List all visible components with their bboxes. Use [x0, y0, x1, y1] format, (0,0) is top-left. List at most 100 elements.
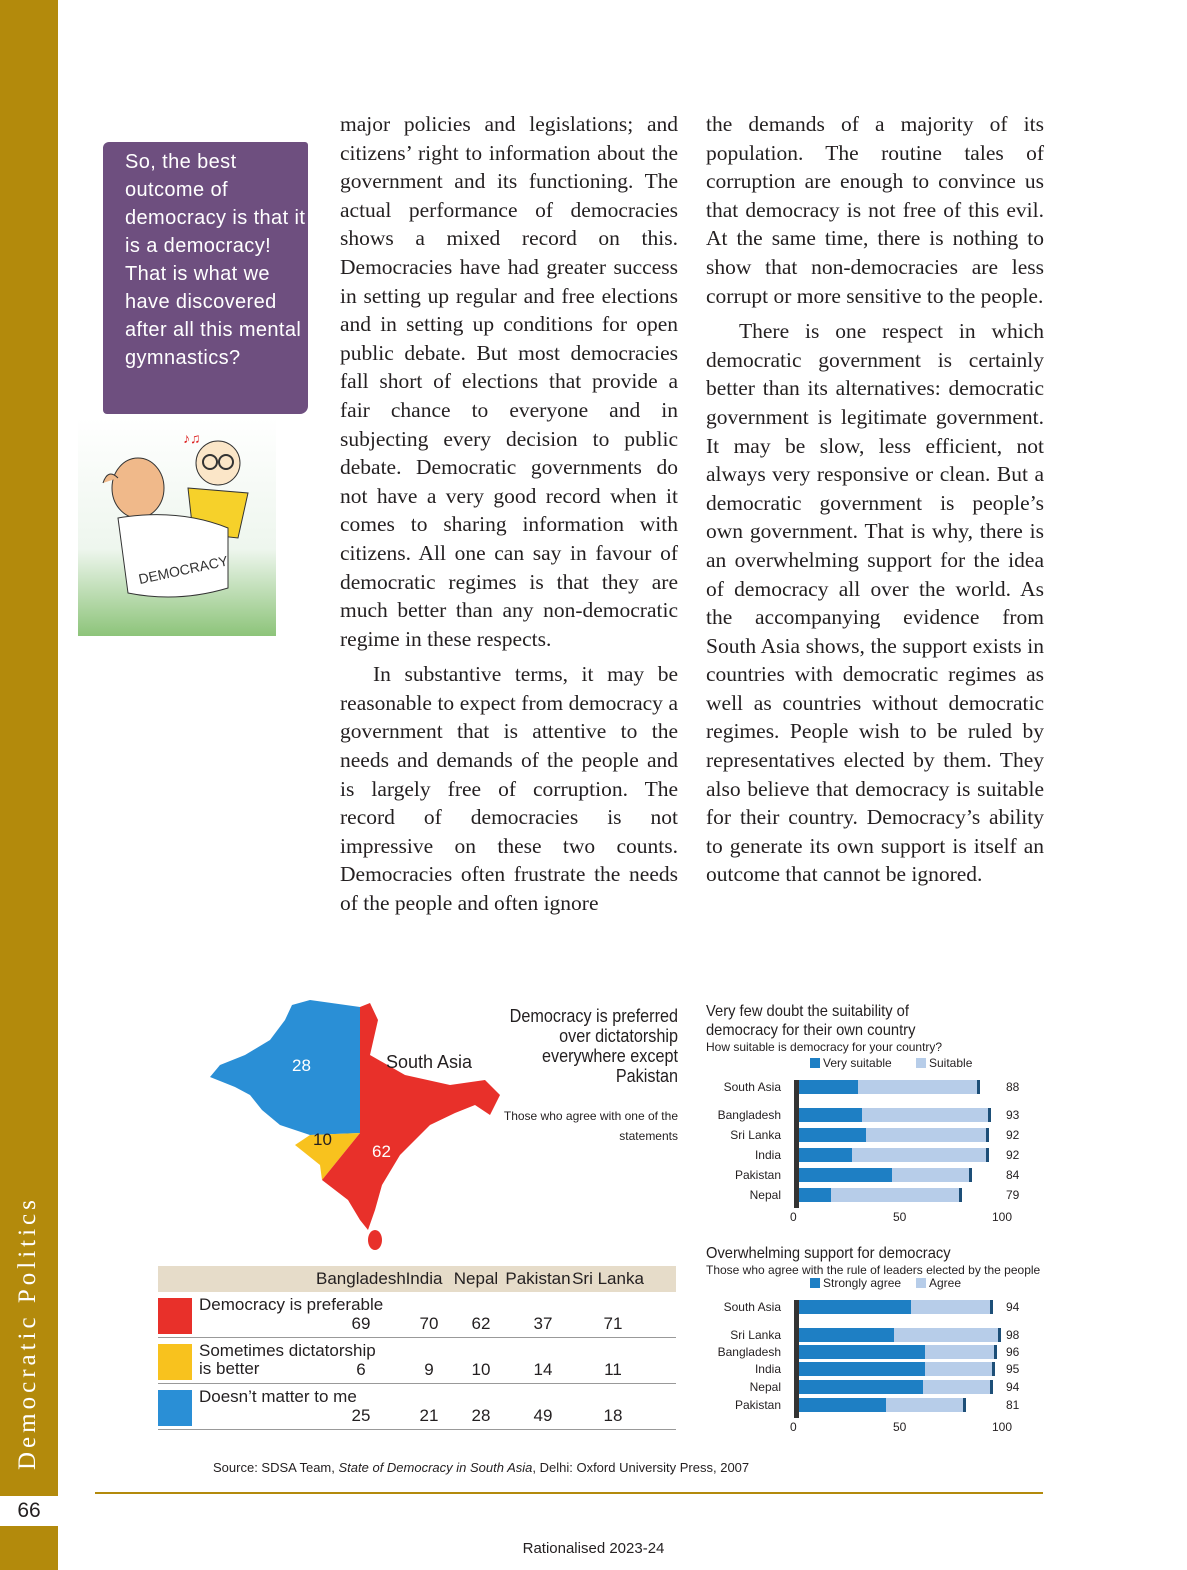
table-cell: 18 [603, 1406, 623, 1425]
bar-segment [799, 1300, 911, 1314]
x-tick-label: 100 [992, 1420, 1013, 1434]
chart-subtitle: How suitable is democracy for your count… [706, 1040, 943, 1054]
bar [799, 1300, 993, 1314]
bar-segment [799, 1080, 858, 1094]
survey-table: Bangladesh India Nepal Pakistan Sri Lanka De… [158, 1266, 676, 1430]
text-column-left: major policies and legislations; and cit… [340, 110, 678, 918]
bar-segment [799, 1188, 832, 1202]
source-prefix: Source: SDSA Team, [213, 1460, 339, 1475]
bar-segment [799, 1168, 893, 1182]
bar [799, 1362, 995, 1376]
category-label: Pakistan [734, 1168, 781, 1182]
x-tick-label: 50 [893, 1210, 907, 1224]
bar [799, 1398, 966, 1412]
value-label: 79 [1006, 1188, 1020, 1202]
map-value-preferable: 62 [372, 1142, 391, 1161]
table-cell: 21 [419, 1406, 439, 1425]
bar-segment [799, 1362, 925, 1376]
column-header: Nepal [453, 1269, 499, 1288]
table-cell: 71 [603, 1314, 623, 1333]
column-header: Pakistan [505, 1269, 571, 1288]
paragraph: In substantive terms, it may be reasonab… [340, 662, 678, 916]
page-number: 66 [0, 1496, 58, 1526]
suitability-chart: Very few doubt the suitability of democr… [706, 1002, 1019, 1224]
bar [799, 1128, 989, 1142]
chart-title: Overwhelming support for democracy [706, 1245, 951, 1262]
table-header: Bangladesh India Nepal Pakistan Sri Lanka [158, 1266, 676, 1292]
south-asia-map [210, 1000, 500, 1250]
paragraph: There is one respect in which democratic… [706, 319, 1044, 887]
svg-text:♪♫: ♪♫ [183, 430, 201, 446]
bar [799, 1188, 962, 1202]
bar-segment [799, 1398, 886, 1412]
bar [799, 1080, 981, 1094]
bar-segment [799, 1328, 895, 1342]
category-label: Bangladesh [717, 1345, 781, 1359]
text-column-right: the demands of a majority of its populat… [706, 110, 1044, 889]
table-cell: 9 [424, 1360, 434, 1379]
x-tick-label: 0 [790, 1210, 797, 1224]
bar-segment [799, 1128, 866, 1142]
color-swatch [158, 1344, 192, 1380]
x-tick-label: 50 [893, 1420, 907, 1434]
category-label: Nepal [749, 1380, 781, 1394]
map-value-doesnt-matter: 28 [292, 1056, 311, 1075]
bar-segment [799, 1380, 923, 1394]
value-label: 96 [1006, 1345, 1020, 1359]
table-row: Sometimes dictatorship is better 6 9 10 14 11 [158, 1338, 676, 1384]
legend-item: Very suitable [810, 1056, 892, 1070]
value-label: 88 [1006, 1080, 1020, 1094]
bar [799, 1328, 1001, 1342]
footer-rule [95, 1492, 1043, 1494]
category-label: South Asia [723, 1300, 781, 1314]
table-cell: 6 [356, 1360, 366, 1379]
row-label: Sometimes dictatorship is better [199, 1341, 376, 1378]
category-label: Bangladesh [717, 1108, 781, 1122]
value-label: 84 [1006, 1168, 1020, 1182]
bar [799, 1148, 989, 1162]
map-value-dictatorship: 10 [313, 1130, 332, 1149]
category-label: Sri Lanka [730, 1128, 781, 1142]
paragraph: major policies and legislations; and cit… [340, 112, 678, 651]
table-row: Doesn’t matter to me 25 21 28 49 18 [158, 1384, 676, 1430]
category-label: Sri Lanka [730, 1328, 781, 1342]
legend-item: Strongly agree [810, 1276, 901, 1290]
x-tick-label: 0 [790, 1420, 797, 1434]
table-cell: 49 [533, 1406, 553, 1425]
column-header: Bangladesh [316, 1269, 406, 1288]
bar-segment [799, 1148, 852, 1162]
value-label: 95 [1006, 1362, 1020, 1376]
source-note: Source: SDSA Team, State of Democracy in… [213, 1460, 749, 1475]
color-swatch [158, 1298, 192, 1334]
value-label: 92 [1006, 1128, 1020, 1142]
table-cell: 14 [533, 1360, 553, 1379]
value-label: 81 [1006, 1398, 1020, 1412]
table-cell: 10 [471, 1360, 491, 1379]
bar [799, 1108, 991, 1122]
value-label: 94 [1006, 1300, 1020, 1314]
map-region-label: South Asia [386, 1052, 473, 1072]
running-title: Democratic Politics [14, 1196, 41, 1470]
bar [799, 1345, 997, 1359]
side-strip [0, 0, 58, 1570]
cartoon-illustration: DEMOCRACY ♪♫ [78, 418, 276, 636]
map-subtitle: Those who agree with one of the statemen… [503, 1109, 678, 1143]
value-label: 94 [1006, 1380, 1020, 1394]
support-chart: Overwhelming support for democracy Those … [706, 1244, 1041, 1434]
map-title: Democracy is preferred over dictatorship… [509, 1006, 678, 1086]
speech-bubble: So, the best outcome of democracy is tha… [103, 142, 308, 414]
bar [799, 1380, 993, 1394]
value-label: 93 [1006, 1108, 1020, 1122]
paragraph: the demands of a majority of its populat… [706, 112, 1044, 308]
table-cell: 62 [471, 1314, 491, 1333]
column-header: India [405, 1269, 443, 1288]
chart-subtitle: Those who agree with the rule of leaders… [706, 1263, 1041, 1277]
table-cell: 70 [419, 1314, 439, 1333]
table-cell: 25 [351, 1406, 371, 1425]
source-title: State of Democracy in South Asia [338, 1460, 533, 1475]
column-header: Sri Lanka [572, 1269, 644, 1288]
x-tick-label: 100 [992, 1210, 1013, 1224]
bar [799, 1168, 973, 1182]
footer-note: Rationalised 2023-24 [522, 1540, 665, 1557]
category-label: South Asia [723, 1080, 781, 1094]
